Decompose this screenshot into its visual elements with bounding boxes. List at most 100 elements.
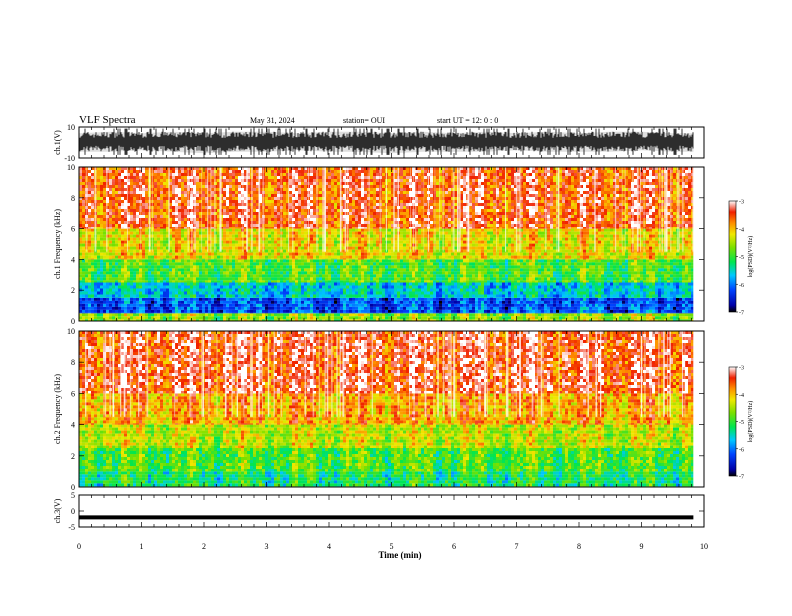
psd-cell (490, 280, 493, 282)
psd-cell (85, 313, 88, 316)
psd-cell (421, 301, 424, 304)
psd-cell (538, 283, 541, 286)
psd-cell (100, 259, 103, 262)
psd-cell (499, 316, 502, 319)
psd-cell (181, 298, 184, 301)
psd-cell (628, 280, 631, 282)
psd-cell (295, 313, 298, 316)
psd-cell (424, 304, 427, 307)
psd-cell (292, 310, 295, 313)
psd-cell (355, 289, 358, 292)
psd-cell (550, 259, 553, 262)
psd-cell (532, 295, 535, 298)
psd-cell (154, 298, 157, 301)
psd-cell (175, 274, 178, 277)
psd-cell (601, 304, 604, 307)
psd-cell (97, 274, 100, 277)
psd-cell (301, 265, 304, 268)
psd-cell (280, 304, 283, 307)
psd-cell (649, 268, 652, 271)
psd-cell (370, 286, 373, 289)
psd-cell (286, 316, 289, 319)
psd-cell (607, 289, 610, 292)
psd-cell (202, 262, 205, 265)
psd-cell (688, 286, 691, 289)
psd-cell (172, 271, 175, 274)
psd-cell (682, 280, 685, 282)
psd-cell (283, 304, 286, 307)
psd-cell (550, 298, 553, 301)
psd-cell (655, 286, 658, 289)
psd-cell (280, 298, 283, 301)
psd-cell (586, 265, 589, 268)
psd-cell (187, 262, 190, 265)
psd-cell (322, 298, 325, 301)
psd-cell (409, 298, 412, 301)
psd-cell (247, 301, 250, 304)
psd-cell (400, 313, 403, 316)
psd-cell (103, 277, 106, 280)
psd-cell (106, 295, 109, 298)
psd-cell (151, 301, 154, 304)
psd-cell (217, 298, 220, 301)
psd-cell (256, 295, 259, 298)
psd-cell (175, 280, 178, 282)
psd-cell (211, 265, 214, 268)
psd-cell (247, 307, 250, 310)
psd-cell (100, 232, 103, 235)
psd-cell (502, 301, 505, 304)
psd-cell (376, 301, 379, 304)
psd-cell (274, 313, 277, 316)
y-tick-label: 10 (67, 123, 75, 132)
psd-cell (112, 295, 115, 298)
psd-cell (88, 241, 91, 244)
psd-cell (535, 262, 538, 265)
psd-cell (496, 301, 499, 304)
psd-cell (670, 280, 673, 282)
psd-cell (496, 304, 499, 307)
psd-cell (547, 274, 550, 277)
psd-cell (130, 274, 133, 277)
psd-cell (265, 295, 268, 298)
psd-cell (652, 262, 655, 265)
psd-cell (178, 289, 181, 292)
psd-cell (619, 295, 622, 298)
psd-cell (370, 316, 373, 319)
psd-cell (205, 274, 208, 277)
psd-cell (238, 289, 241, 292)
psd-cell (520, 298, 523, 301)
psd-cell (181, 289, 184, 292)
psd-cell (427, 292, 430, 295)
psd-cell (190, 280, 193, 282)
psd-cell (568, 310, 571, 313)
psd-cell (619, 283, 622, 286)
psd-cell (112, 256, 115, 259)
psd-cell (244, 274, 247, 277)
psd-cell (154, 259, 157, 262)
psd-cell (460, 286, 463, 289)
psd-cell (643, 292, 646, 295)
psd-cell (250, 274, 253, 277)
psd-cell (469, 286, 472, 289)
psd-cell (394, 298, 397, 301)
psd-cell (313, 313, 316, 316)
psd-cell (166, 286, 169, 289)
psd-cell (463, 301, 466, 304)
psd-cell (634, 301, 637, 304)
psd-cell (145, 268, 148, 271)
psd-cell (586, 316, 589, 319)
psd-cell (208, 301, 211, 304)
psd-cell (265, 310, 268, 313)
psd-cell (277, 301, 280, 304)
psd-cell (145, 301, 148, 304)
psd-cell (448, 271, 451, 274)
psd-cell (640, 292, 643, 295)
psd-cell (640, 265, 643, 268)
psd-cell (478, 310, 481, 313)
psd-cell (397, 301, 400, 304)
psd-cell (631, 316, 634, 319)
psd-cell (106, 259, 109, 262)
psd-cell (160, 295, 163, 298)
psd-cell (535, 286, 538, 289)
psd-cell (328, 262, 331, 265)
